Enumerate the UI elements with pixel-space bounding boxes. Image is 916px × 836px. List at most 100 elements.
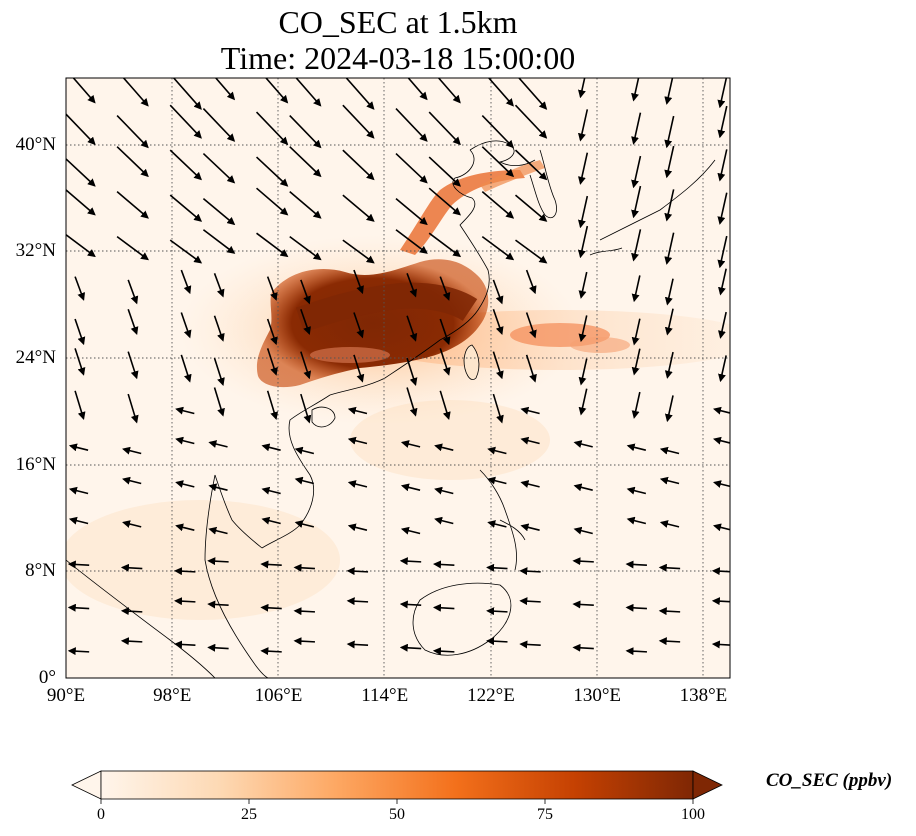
- wind-arrow: [260, 603, 282, 612]
- wind-arrow: [122, 78, 149, 107]
- wind-arrow: [520, 406, 540, 415]
- wind-arrow: [255, 111, 289, 146]
- wind-arrow: [66, 188, 96, 216]
- wind-arrow: [713, 436, 730, 445]
- colorbar-tick-label: 100: [681, 806, 705, 823]
- wind-arrow: [428, 111, 461, 146]
- wind-arrow: [293, 637, 315, 646]
- wind-arrow: [432, 647, 455, 656]
- wind-arrow: [578, 195, 589, 229]
- wind-arrow: [659, 446, 680, 455]
- wind-arrow: [353, 269, 364, 295]
- wind-arrow: [625, 647, 647, 656]
- wind-arrow: [266, 318, 278, 346]
- wind-arrow: [578, 271, 588, 299]
- wind-arrow: [664, 115, 675, 149]
- wind-arrow: [175, 523, 195, 532]
- wind-arrow: [428, 187, 461, 216]
- wind-arrow: [487, 520, 507, 528]
- wind-arrow: [406, 357, 418, 387]
- wind-arrow: [120, 637, 143, 646]
- wind-arrow: [169, 194, 203, 222]
- wind-arrow: [514, 194, 548, 222]
- wind-arrow: [713, 406, 730, 415]
- lat-tick-label: 24°N: [15, 347, 56, 368]
- wind-arrow: [214, 78, 236, 101]
- wind-arrow: [208, 526, 228, 535]
- wind-arrow: [116, 236, 149, 261]
- wind-arrow: [289, 236, 322, 261]
- wind-arrow: [289, 191, 322, 219]
- wind-arrow: [172, 78, 202, 110]
- wind-arrow: [520, 523, 540, 532]
- wind-arrow: [658, 637, 681, 646]
- wind-arrow: [664, 395, 674, 423]
- wind-arrow: [631, 318, 641, 346]
- wind-arrow: [266, 276, 278, 301]
- wind-arrow: [116, 114, 149, 149]
- wind-arrow: [208, 483, 228, 492]
- wind-arrow: [175, 406, 195, 415]
- wind-arrow: [492, 351, 504, 380]
- wind-arrow: [353, 354, 365, 383]
- wind-arrow: [717, 235, 728, 269]
- wind-arrow: [626, 486, 647, 495]
- wind-arrow: [406, 315, 418, 342]
- wind-arrow: [717, 192, 728, 225]
- wind-arrow: [406, 273, 418, 298]
- wind-arrow: [432, 560, 455, 569]
- colorbar-max-extend: [692, 770, 723, 800]
- wind-arrow: [399, 643, 422, 652]
- wind-arrow: [345, 78, 375, 110]
- wind-arrow: [122, 476, 142, 485]
- wind-arrow: [347, 523, 368, 532]
- wind-arrow: [713, 523, 730, 532]
- wind-arrow: [437, 78, 461, 104]
- wind-arrow: [256, 187, 289, 216]
- wind-arrow: [300, 351, 312, 380]
- wind-arrow: [174, 640, 196, 649]
- wind-arrow: [626, 443, 647, 452]
- wind-arrow: [175, 436, 195, 445]
- wind-arrow: [578, 152, 589, 185]
- wind-arrow: [625, 603, 647, 612]
- wind-arrow: [202, 108, 236, 142]
- wind-arrow: [515, 239, 548, 264]
- wind-arrow: [266, 390, 279, 421]
- wind-arrow: [631, 78, 640, 102]
- wind-arrow: [400, 526, 421, 535]
- wind-arrow: [519, 597, 541, 606]
- colorbar-tick-label: 50: [389, 806, 405, 823]
- wind-arrow: [300, 279, 311, 305]
- wind-arrow: [432, 603, 455, 612]
- wind-arrow: [659, 520, 680, 528]
- wind-arrow: [481, 236, 515, 261]
- wind-arrow: [68, 486, 89, 495]
- colorbar-label: CO_SEC (ppbv): [766, 770, 893, 791]
- lat-tick-label: 32°N: [15, 240, 56, 262]
- wind-arrow: [713, 480, 730, 488]
- wind-arrow: [256, 232, 289, 258]
- wind-arrow: [342, 239, 375, 264]
- wind-arrow: [395, 229, 428, 254]
- map-title-line1: CO_SEC at 1.5km: [278, 4, 518, 40]
- wind-arrow: [399, 600, 422, 609]
- wind-arrow: [428, 232, 462, 258]
- wind-arrow: [572, 643, 594, 652]
- wind-arrow: [434, 516, 454, 525]
- wind-arrow: [395, 197, 428, 226]
- wind-arrow: [514, 104, 548, 139]
- wind-arrow: [578, 358, 588, 386]
- wind-arrow: [120, 607, 143, 616]
- wind-arrow: [207, 600, 229, 609]
- colorbar-tick-label: 25: [241, 806, 257, 823]
- wind-arrow: [631, 229, 642, 262]
- wind-arrow: [346, 597, 369, 606]
- wind-arrow: [481, 146, 515, 178]
- wind-arrow: [72, 78, 96, 104]
- wind-arrow: [487, 476, 507, 485]
- wind-arrow: [202, 153, 236, 184]
- wind-arrow: [664, 308, 674, 336]
- wind-arrow: [717, 105, 728, 139]
- wind-arrow: [293, 607, 315, 616]
